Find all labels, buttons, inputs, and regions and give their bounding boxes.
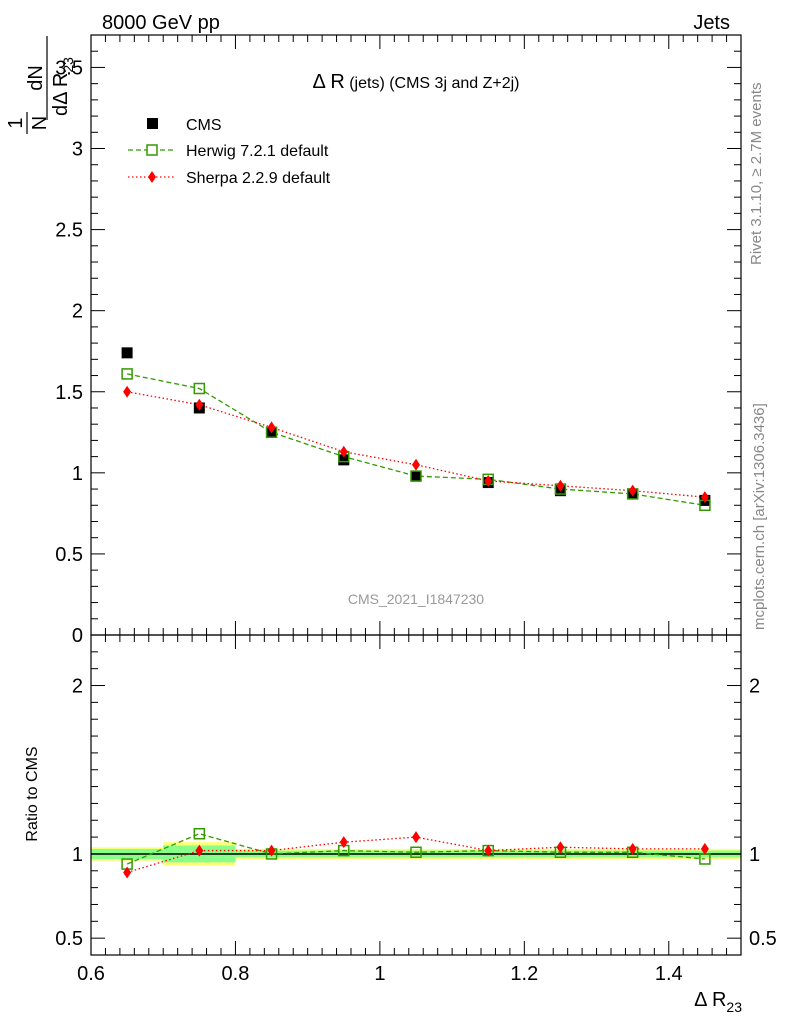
legend-cms-label: CMS [186,117,222,134]
ratio-sherpa-point [484,844,493,857]
ylabel-dR: dΔ R [50,73,72,116]
ratio-xtick-label: 1 [374,963,385,985]
main-series [121,347,711,512]
ratio-panel: 0.5 0.5 1 1 2 2 0.6 0.8 1 1.2 1.4 Ratio to CMS Δ R… [24,634,777,1015]
ratio-ylabel: Ratio to CMS [24,746,41,841]
legend-sherpa-label: Sherpa 2.2.9 default [186,170,331,187]
legend-cms-marker [147,118,158,129]
main-ytick-label: 0.5 [55,544,83,566]
header-right: Jets [693,12,730,34]
herwig-point [410,470,422,482]
ylabel-one: 1 [5,117,27,128]
main-title-rest: (jets) (CMS 3j and Z+2j) [345,75,520,92]
watermark: CMS_2021_I1847230 [348,591,484,607]
sherpa-point [267,421,276,434]
ylabel-d: dΔ R23 [50,57,76,116]
main-panel: 0 0.5 1 1.5 2 2.5 3 3.5 Δ R (jets) (CMS 3j and … [5,34,742,647]
sherpa-point [628,484,637,497]
ylabel-N: N [29,116,51,130]
ratio-sherpa-point [412,831,420,844]
ratio-ticks: 0.5 0.5 1 1 2 2 0.6 0.8 1 1.2 1.4 [55,635,777,985]
sherpa-point [556,479,565,492]
ratio-ytick-label-left: 1 [72,844,83,866]
sherpa-point [195,398,204,411]
ratio-sherpa-point [267,844,276,857]
legend: CMS Herwig 7.2.1 default Sherpa 2.2.9 de… [128,117,331,187]
main-ytick-label: 3 [72,139,83,161]
ratio-ytick-label-left: 2 [72,676,83,698]
herwig-line [126,373,705,506]
ratio-ytick-label-right: 2 [749,676,760,698]
main-title: Δ R (jets) (CMS 3j and Z+2j) [313,71,520,93]
ratio-herwig-line [126,833,705,865]
ratio-series [121,827,711,879]
ratio-herwig-point [193,827,206,840]
ratio-ytick-label-right: 1 [749,844,760,866]
mcplots-label: mcplots.cern.ch [arXiv:1306.3436] [751,403,768,630]
ratio-xtick-label: 1.4 [655,963,683,985]
ratio-ytick-label-right: 0.5 [749,928,777,950]
xlabel-sub: 23 [726,999,742,1015]
ratio-sherpa-point [195,844,204,857]
legend-herwig-label: Herwig 7.2.1 default [186,143,329,160]
sherpa-point [484,474,493,487]
cms-point [338,454,350,466]
sherpa-point [700,491,709,504]
sherpa-point [412,458,420,471]
herwig-point [193,382,206,395]
ratio-xtick-label: 0.6 [77,963,105,985]
main-ytick-label: 1 [72,463,83,485]
main-ytick-label: 1.5 [55,382,83,404]
sherpa-point [123,385,132,398]
ratio-xtick-label: 1.2 [510,963,538,985]
ylabel-dN: dN [25,65,47,91]
ylabel-sub: 23 [60,57,76,73]
legend-herwig-marker [146,144,158,156]
main-ytick-label: 3.5 [55,57,83,79]
main-title-main: Δ R [313,71,345,93]
sherpa-line [126,391,705,498]
herwig-point [121,368,133,380]
ratio-sherpa-point [628,842,637,855]
main-ytick-label: 0 [72,625,83,647]
ratio-xlabel: Δ R23 [694,989,742,1015]
ratio-sherpa-point [700,842,709,855]
ratio-ytick-label-left: 0.5 [55,928,83,950]
ratio-sherpa-point [339,836,348,849]
main-ytick-label: 2.5 [55,220,83,242]
main-ytick-label: 2 [72,301,83,323]
ratio-sherpa-point [556,841,565,854]
ratio-frame [90,634,742,956]
main-ylabel: 1 N dN dΔ R23 [5,36,76,134]
rivet-label: Rivet 3.1.10, ≥ 2.7M events [748,83,765,266]
header-left: 8000 GeV pp [102,12,220,34]
ratio-herwig-point [410,846,422,859]
legend-sherpa-marker [148,171,156,183]
main-ticks: 0 0.5 1 1.5 2 2.5 3 3.5 [55,34,742,647]
cms-point [410,470,422,482]
ratio-sherpa-point [123,866,132,879]
sherpa-point [339,445,348,458]
cms-point [121,347,133,359]
ratio-xtick-label: 0.8 [222,963,250,985]
xlabel-main: Δ R [694,989,726,1011]
